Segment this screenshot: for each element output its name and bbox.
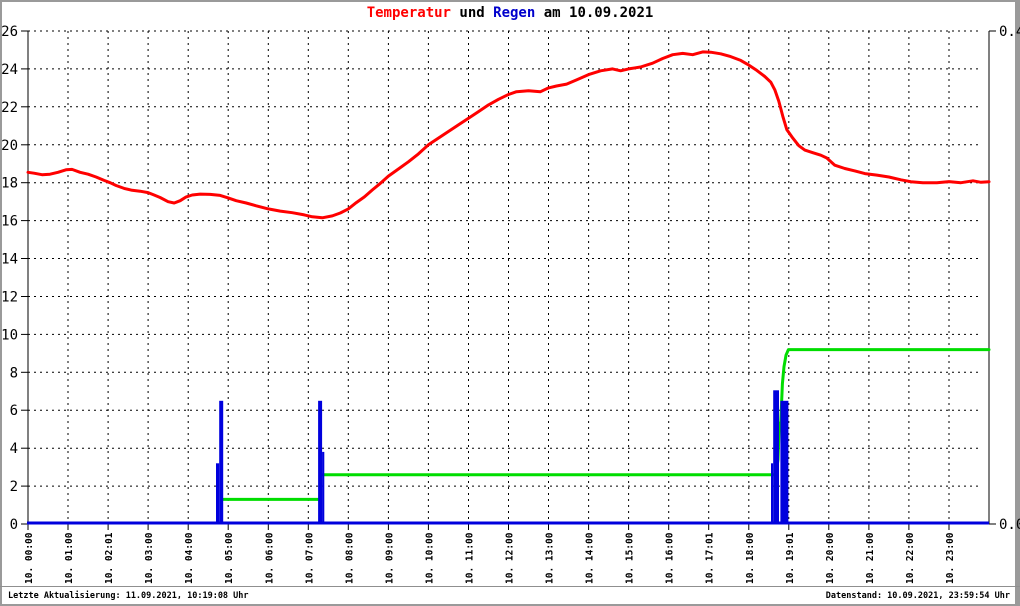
svg-text:12: 12 xyxy=(1,290,18,306)
title-temperatur: Temperatur xyxy=(366,5,451,21)
svg-text:0.4: 0.4 xyxy=(999,24,1020,40)
svg-text:6: 6 xyxy=(10,403,18,419)
svg-text:20: 20 xyxy=(1,138,18,154)
svg-text:10. 12:00: 10. 12:00 xyxy=(505,532,516,584)
svg-text:10: 10 xyxy=(1,327,18,343)
svg-text:10. 09:00: 10. 09:00 xyxy=(384,532,395,584)
status-last-update: Letzte Aktualisierung: 11.09.2021, 10:19… xyxy=(8,591,249,601)
title-regen: Regen xyxy=(493,5,536,21)
svg-text:24: 24 xyxy=(1,62,18,78)
svg-text:8: 8 xyxy=(10,365,18,381)
status-bar: Letzte Aktualisierung: 11.09.2021, 10:19… xyxy=(0,588,1020,604)
svg-text:10. 17:01: 10. 17:01 xyxy=(705,532,716,584)
svg-text:18: 18 xyxy=(1,176,18,192)
svg-text:10. 22:00: 10. 22:00 xyxy=(905,532,916,584)
svg-text:10. 04:00: 10. 04:00 xyxy=(184,532,195,584)
chart-title: Temperatur und Regen am 10.09.2021 xyxy=(0,5,1020,21)
status-data-state: Datenstand: 10.09.2021, 23:59:54 Uhr xyxy=(825,591,1010,601)
svg-text:0: 0 xyxy=(10,517,18,533)
svg-text:10. 11:00: 10. 11:00 xyxy=(465,532,476,584)
svg-text:10. 21:00: 10. 21:00 xyxy=(865,532,876,584)
svg-text:0.0: 0.0 xyxy=(999,517,1020,533)
svg-text:10. 15:00: 10. 15:00 xyxy=(625,532,636,584)
svg-text:10. 07:00: 10. 07:00 xyxy=(304,532,315,584)
svg-text:14: 14 xyxy=(1,252,18,268)
svg-text:10. 18:00: 10. 18:00 xyxy=(745,532,756,584)
status-bar-divider xyxy=(0,586,1020,587)
svg-text:10. 01:00: 10. 01:00 xyxy=(64,532,75,584)
svg-text:10. 13:00: 10. 13:00 xyxy=(545,532,556,584)
svg-text:10. 03:00: 10. 03:00 xyxy=(144,532,155,584)
svg-text:10. 19:01: 10. 19:01 xyxy=(785,532,796,584)
svg-text:10. 05:00: 10. 05:00 xyxy=(224,532,235,584)
svg-text:10. 02:01: 10. 02:01 xyxy=(104,532,115,584)
svg-text:10. 14:00: 10. 14:00 xyxy=(585,532,596,584)
svg-text:4: 4 xyxy=(10,441,18,457)
svg-text:10. 20:00: 10. 20:00 xyxy=(825,532,836,584)
svg-text:10. 23:00: 10. 23:00 xyxy=(945,532,956,584)
svg-text:10. 00:00: 10. 00:00 xyxy=(24,532,35,584)
svg-text:16: 16 xyxy=(1,214,18,230)
svg-text:10. 08:00: 10. 08:00 xyxy=(344,532,355,584)
svg-text:10. 16:00: 10. 16:00 xyxy=(665,532,676,584)
svg-text:26: 26 xyxy=(1,24,18,40)
svg-text:2: 2 xyxy=(10,479,18,495)
svg-text:22: 22 xyxy=(1,100,18,116)
title-date: am 10.09.2021 xyxy=(535,5,654,21)
svg-text:10. 10:00: 10. 10:00 xyxy=(424,532,435,584)
svg-text:10. 06:00: 10. 06:00 xyxy=(264,532,275,584)
title-und: und xyxy=(450,5,494,21)
